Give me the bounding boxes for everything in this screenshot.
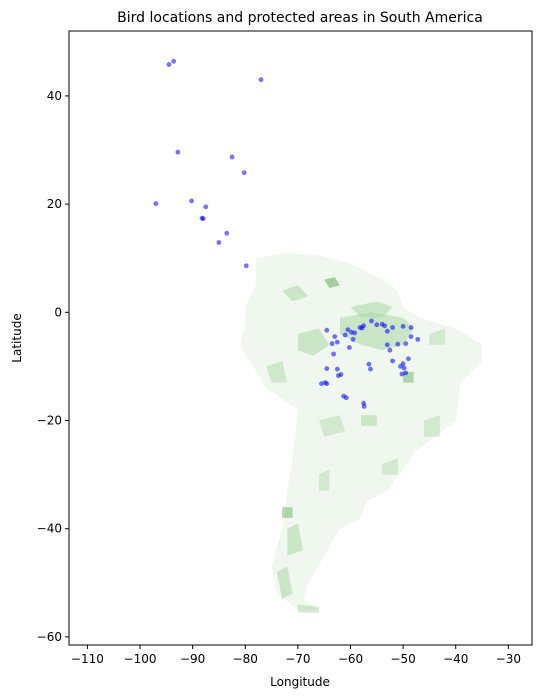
bird-point xyxy=(403,370,409,376)
bird-point xyxy=(334,339,340,345)
bird-point xyxy=(369,318,374,324)
bird-point xyxy=(374,322,380,328)
bird-point xyxy=(398,364,403,369)
chart-title: Bird locations and protected areas in So… xyxy=(117,10,483,26)
bird-point xyxy=(166,62,172,67)
y-tick-label: 0 xyxy=(54,305,62,319)
x-tick-label: −100 xyxy=(124,652,157,666)
bird-point xyxy=(401,365,407,371)
bird-point xyxy=(243,263,249,269)
y-tick-label: −40 xyxy=(37,522,62,536)
bird-point xyxy=(399,371,405,377)
x-axis-ticks: −110 −100 −90 −80 −70 −60 −50 −40 −30 xyxy=(71,645,521,666)
protected-area xyxy=(287,523,304,556)
bird-point xyxy=(400,324,406,329)
y-axis-ticks: −60 −40 −20 0 20 40 xyxy=(37,89,69,644)
bird-point xyxy=(175,149,181,155)
bird-point xyxy=(331,351,336,357)
bird-point xyxy=(334,366,340,372)
bird-point xyxy=(332,334,338,339)
bird-point xyxy=(345,327,351,332)
bird-point xyxy=(406,356,411,362)
y-tick-label: −60 xyxy=(37,630,62,644)
protected-areas-layer xyxy=(240,252,482,613)
protected-area xyxy=(382,458,398,475)
bird-point xyxy=(368,366,373,372)
bird-point xyxy=(258,77,264,83)
bird-point xyxy=(366,361,372,367)
bird-point xyxy=(387,347,393,353)
bird-point xyxy=(361,404,367,409)
y-tick-label: −20 xyxy=(37,413,62,427)
x-tick-label: −60 xyxy=(338,652,363,666)
x-tick-label: −70 xyxy=(285,652,310,666)
x-tick-label: −40 xyxy=(443,652,468,666)
bird-point xyxy=(153,201,159,207)
x-tick-label: −110 xyxy=(71,652,104,666)
y-tick-label: 20 xyxy=(47,197,62,211)
bird-point xyxy=(390,358,395,364)
bird-point xyxy=(349,329,354,335)
bird-point xyxy=(343,395,349,401)
protected-area xyxy=(429,328,446,345)
bird-point xyxy=(403,341,409,347)
protected-area xyxy=(324,277,340,288)
protected-area xyxy=(350,301,393,318)
protected-area xyxy=(282,285,309,302)
bird-point xyxy=(384,342,390,348)
x-tick-label: −30 xyxy=(496,652,521,666)
bird-point xyxy=(241,170,247,176)
protected-area xyxy=(424,415,440,437)
bird-point xyxy=(415,337,421,342)
bird-point xyxy=(408,334,414,339)
protected-area xyxy=(282,507,293,518)
protected-area xyxy=(297,328,330,356)
protected-area xyxy=(266,361,288,383)
bird-point xyxy=(338,372,344,377)
bird-point xyxy=(384,328,390,334)
bird-point xyxy=(319,381,324,387)
bird-point xyxy=(359,325,365,331)
bird-point xyxy=(200,216,206,222)
y-tick-label: 40 xyxy=(47,89,62,103)
bird-point xyxy=(324,327,330,333)
protected-area xyxy=(340,312,414,351)
bird-point xyxy=(329,341,335,347)
bird-point xyxy=(390,325,395,330)
bird-point xyxy=(350,337,356,342)
bird-point xyxy=(382,323,388,329)
x-tick-label: −90 xyxy=(180,652,205,666)
protected-area xyxy=(297,604,319,613)
bird-point xyxy=(171,58,177,64)
bird-point xyxy=(342,332,348,338)
bird-point xyxy=(229,154,235,160)
plot-frame xyxy=(68,30,533,646)
bird-point xyxy=(395,341,401,347)
bird-point xyxy=(324,366,330,371)
bird-point xyxy=(216,240,222,245)
x-axis-label: Longitude xyxy=(270,675,330,689)
y-axis-label: Latitude xyxy=(10,313,24,362)
bird-points-layer xyxy=(153,58,421,409)
bird-point xyxy=(203,204,209,210)
protected-area xyxy=(361,415,377,426)
bird-point xyxy=(408,325,414,330)
x-tick-label: −50 xyxy=(390,652,415,666)
bird-point xyxy=(324,381,330,387)
bird-point xyxy=(189,198,195,204)
protected-area xyxy=(318,469,330,491)
bird-point xyxy=(224,230,230,236)
x-tick-label: −80 xyxy=(233,652,258,666)
protected-area xyxy=(318,415,346,437)
bird-point xyxy=(347,345,352,350)
protected-area xyxy=(276,566,293,599)
